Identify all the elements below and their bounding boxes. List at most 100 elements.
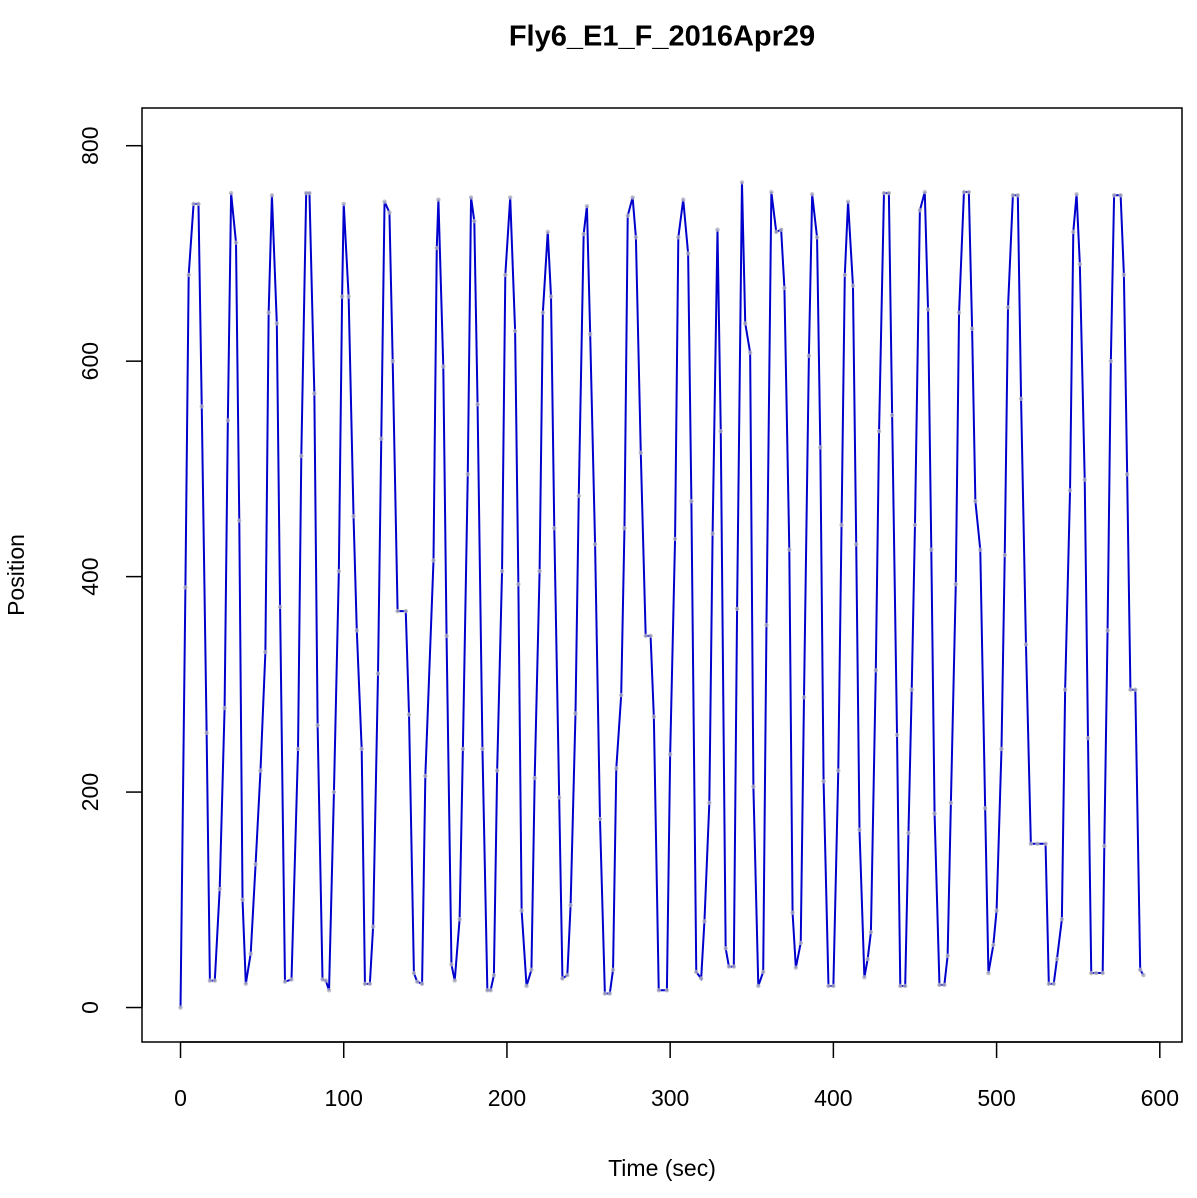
data-point [1074, 191, 1079, 197]
data-point [932, 811, 937, 816]
data-point [237, 518, 242, 523]
data-point [814, 235, 820, 240]
data-point [560, 976, 565, 981]
data-point [764, 622, 769, 628]
data-point [460, 746, 466, 752]
data-point [857, 827, 862, 832]
data-point [222, 705, 227, 711]
data-point [545, 229, 550, 235]
data-point [346, 294, 351, 299]
data-point [475, 402, 480, 407]
x-axis-label: Time (sec) [608, 1155, 716, 1181]
data-point [922, 189, 927, 195]
data-point [739, 180, 745, 185]
data-point [648, 633, 653, 639]
data-point [519, 908, 524, 913]
data-point [948, 800, 954, 806]
data-point [540, 310, 546, 315]
data-point [379, 436, 384, 441]
data-point [622, 525, 627, 531]
data-point [532, 775, 537, 781]
data-point [999, 746, 1004, 752]
data-point [801, 695, 807, 700]
y-tick-label: 400 [77, 557, 103, 595]
data-point [747, 350, 753, 355]
data-point [565, 973, 570, 978]
data-point [359, 746, 364, 752]
data-point [390, 358, 395, 364]
data-point [282, 979, 288, 984]
data-point [1005, 305, 1011, 310]
data-point [587, 332, 593, 337]
data-point [667, 752, 673, 757]
data-point [351, 514, 356, 519]
data-point [548, 294, 554, 299]
data-point [769, 189, 774, 195]
data-point [966, 189, 972, 195]
data-point [516, 581, 521, 587]
data-point [1105, 628, 1110, 633]
data-point [909, 687, 914, 692]
data-point [991, 942, 996, 948]
x-tick-label: 200 [488, 1085, 526, 1111]
data-point [854, 542, 859, 547]
data-point [633, 235, 639, 240]
data-point [367, 981, 373, 987]
data-point [790, 910, 795, 915]
data-point [994, 908, 999, 913]
data-point [726, 964, 732, 969]
data-point [672, 536, 678, 542]
data-point [331, 789, 337, 795]
data-point [1046, 981, 1052, 987]
data-point [694, 969, 699, 975]
data-point [1018, 396, 1024, 402]
x-tick-label: 400 [814, 1085, 852, 1111]
data-point [681, 197, 686, 202]
data-point [685, 251, 691, 256]
data-point [1054, 956, 1060, 962]
data-point [503, 272, 508, 278]
data-point [240, 897, 245, 902]
data-point [821, 779, 826, 784]
data-point [1108, 358, 1114, 364]
data-point [850, 283, 856, 288]
data-point [889, 412, 895, 418]
data-point [537, 569, 542, 574]
data-point [651, 714, 657, 719]
data-point [406, 712, 412, 717]
data-point [961, 189, 967, 195]
data-point [1051, 981, 1056, 987]
data-point [1128, 687, 1133, 692]
data-point [945, 953, 950, 959]
data-point [452, 978, 457, 983]
data-point [618, 692, 624, 698]
data-point [1023, 642, 1029, 647]
data-point [707, 800, 712, 806]
data-point [556, 795, 562, 800]
data-point [873, 668, 879, 673]
data-point [370, 924, 376, 929]
data-point [375, 671, 381, 676]
data-point [204, 730, 209, 736]
x-tick-label: 600 [1141, 1085, 1179, 1111]
data-point [1002, 552, 1007, 558]
y-tick-label: 800 [77, 127, 103, 165]
data-point [1124, 472, 1130, 477]
data-point [1067, 488, 1073, 493]
data-point [395, 608, 400, 614]
data-point [842, 272, 847, 278]
data-point [986, 970, 991, 976]
data-point [499, 569, 505, 574]
data-point [782, 285, 787, 291]
data-point [299, 453, 304, 459]
data-point [676, 235, 681, 240]
data-point [258, 768, 263, 773]
data-point [423, 773, 428, 779]
data-point [845, 199, 851, 204]
data-point [698, 976, 704, 981]
data-point [307, 190, 312, 196]
data-point [414, 979, 420, 984]
y-axis-label: Position [3, 534, 29, 616]
data-point [956, 310, 962, 315]
data-point [886, 190, 892, 196]
